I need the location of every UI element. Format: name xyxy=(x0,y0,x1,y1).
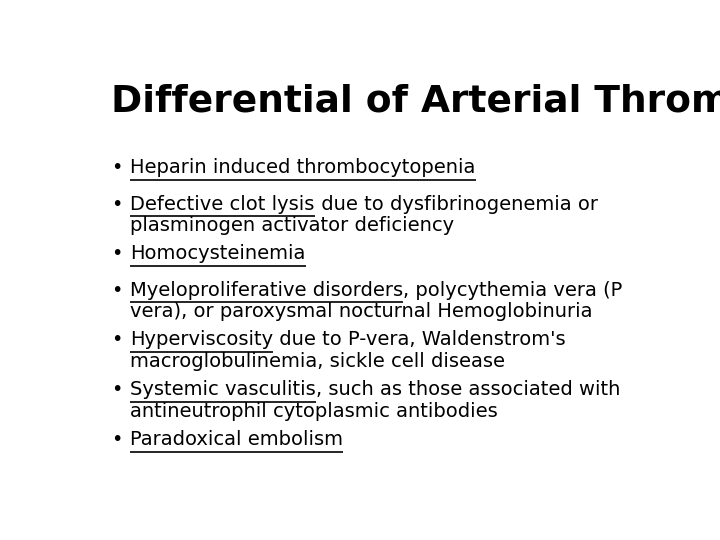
Text: •: • xyxy=(111,194,122,213)
Text: •: • xyxy=(111,158,122,177)
Text: Systemic vasculitis: Systemic vasculitis xyxy=(130,380,316,400)
Text: , such as those associated with: , such as those associated with xyxy=(316,380,621,400)
Text: Hyperviscosity: Hyperviscosity xyxy=(130,330,274,349)
Text: •: • xyxy=(111,330,122,349)
Text: •: • xyxy=(111,245,122,264)
Text: Homocysteinemia: Homocysteinemia xyxy=(130,245,305,264)
Text: due to dysfibrinogenemia or: due to dysfibrinogenemia or xyxy=(315,194,598,213)
Text: Heparin induced thrombocytopenia: Heparin induced thrombocytopenia xyxy=(130,158,475,177)
Text: macroglobulinemia, sickle cell disease: macroglobulinemia, sickle cell disease xyxy=(130,352,505,371)
Text: •: • xyxy=(111,430,122,449)
Text: antineutrophil cytoplasmic antibodies: antineutrophil cytoplasmic antibodies xyxy=(130,402,498,421)
Text: vera), or paroxysmal nocturnal Hemoglobinuria: vera), or paroxysmal nocturnal Hemoglobi… xyxy=(130,302,593,321)
Text: Differential of Arterial Thrombosis: Differential of Arterial Thrombosis xyxy=(111,84,720,119)
Text: due to P-vera, Waldenstrom's: due to P-vera, Waldenstrom's xyxy=(274,330,566,349)
Text: Paradoxical embolism: Paradoxical embolism xyxy=(130,430,343,449)
Text: , polycythemia vera (P: , polycythemia vera (P xyxy=(403,281,623,300)
Text: •: • xyxy=(111,380,122,400)
Text: Defective clot lysis: Defective clot lysis xyxy=(130,194,315,213)
Text: Myeloproliferative disorders: Myeloproliferative disorders xyxy=(130,281,403,300)
Text: plasminogen activator deficiency: plasminogen activator deficiency xyxy=(130,216,454,235)
Text: •: • xyxy=(111,281,122,300)
